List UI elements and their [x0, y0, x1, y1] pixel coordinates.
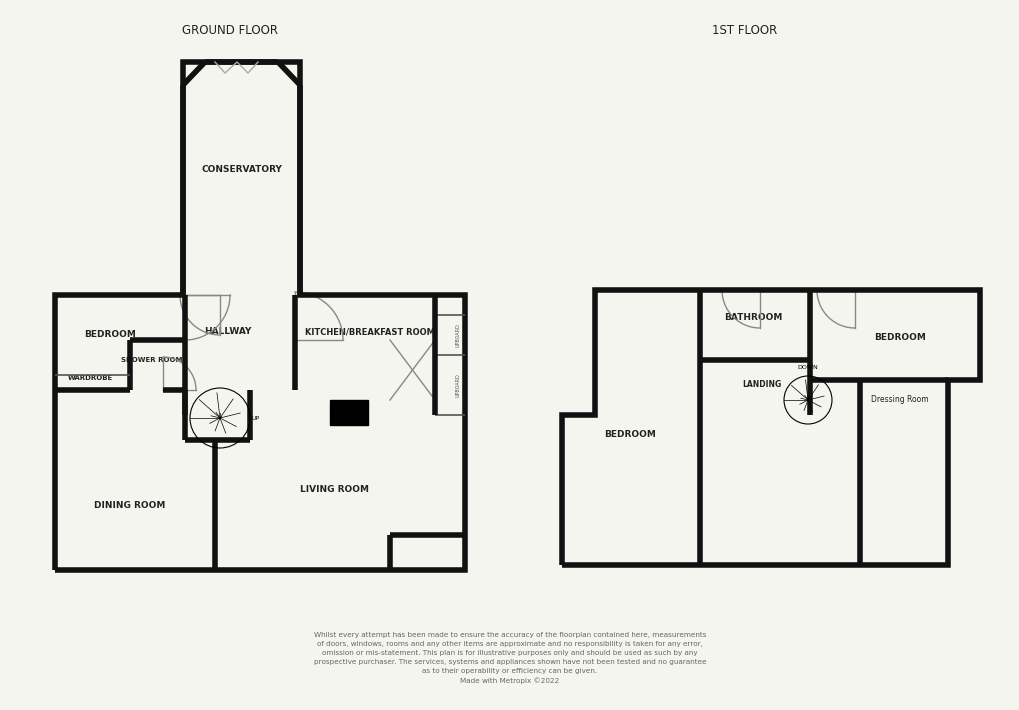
Text: DOWN: DOWN — [797, 366, 817, 371]
Text: BEDROOM: BEDROOM — [603, 430, 655, 439]
Text: GROUND FLOOR: GROUND FLOOR — [181, 23, 278, 36]
Text: DINING ROOM: DINING ROOM — [94, 501, 165, 510]
Text: Dressing Room: Dressing Room — [870, 395, 928, 405]
Text: CONSERVATORY: CONSERVATORY — [202, 165, 282, 175]
Text: UP: UP — [252, 417, 260, 422]
Text: UPBOARD: UPBOARD — [455, 373, 460, 397]
Text: WARDROBE: WARDROBE — [67, 375, 112, 381]
Bar — [330, 400, 368, 425]
Text: UPBOARD: UPBOARD — [455, 323, 460, 347]
Text: BATHROOM: BATHROOM — [723, 314, 782, 322]
Text: BEDROOM: BEDROOM — [84, 330, 136, 339]
Text: SHOWER ROOM: SHOWER ROOM — [121, 357, 182, 363]
Text: LIVING ROOM: LIVING ROOM — [301, 486, 369, 494]
Text: HALLWAY: HALLWAY — [204, 327, 252, 337]
Text: LANDING: LANDING — [742, 381, 781, 390]
Text: BEDROOM: BEDROOM — [873, 334, 925, 342]
Text: 1ST FLOOR: 1ST FLOOR — [711, 23, 776, 36]
Text: Whilst every attempt has been made to ensure the accuracy of the floorplan conta: Whilst every attempt has been made to en… — [314, 632, 705, 684]
Text: KITCHEN/BREAKFAST ROOM: KITCHEN/BREAKFAST ROOM — [305, 327, 434, 337]
